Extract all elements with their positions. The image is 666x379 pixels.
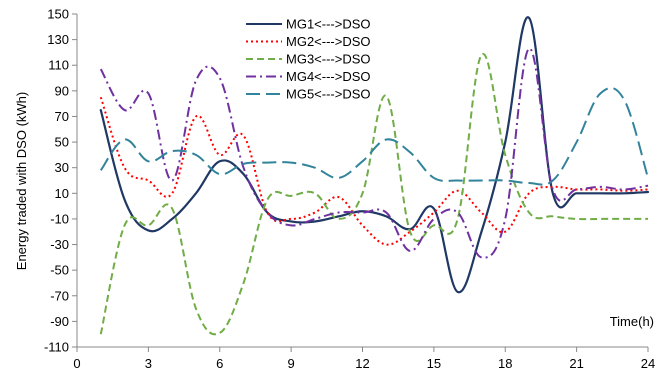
series-layer xyxy=(99,16,650,336)
x-tick-label: 21 xyxy=(569,356,583,371)
x-tick-label: 15 xyxy=(427,356,441,371)
axes xyxy=(72,13,649,352)
x-tick-label: 18 xyxy=(498,356,512,371)
legend-label-mg5: MG5<--->DSO xyxy=(286,87,371,102)
y-tick-label: 70 xyxy=(55,109,69,124)
y-tick-label: -50 xyxy=(50,263,69,278)
x-tick-label: 9 xyxy=(288,356,295,371)
series-line-mg5 xyxy=(99,87,649,186)
y-tick-label: 90 xyxy=(55,83,69,98)
x-tick-label: 6 xyxy=(216,356,223,371)
y-tick-label: 130 xyxy=(47,32,69,47)
y-tick-label: -70 xyxy=(50,288,69,303)
y-tick-label: -10 xyxy=(50,211,69,226)
series-line-mg1 xyxy=(99,16,650,294)
series-line-mg2 xyxy=(99,96,649,246)
y-tick-label: 30 xyxy=(55,160,69,175)
y-tick-label: -30 xyxy=(50,237,69,252)
x-tick-label: 12 xyxy=(355,356,369,371)
x-tick-label: 24 xyxy=(641,356,655,371)
legend-label-mg3: MG3<--->DSO xyxy=(286,52,371,67)
y-tick-label: 150 xyxy=(47,7,69,22)
legend-label-mg4: MG4<--->DSO xyxy=(286,69,371,84)
y-tick-label: -110 xyxy=(44,340,69,355)
x-axis-title: Time(h) xyxy=(610,314,654,329)
y-tick-label: 50 xyxy=(55,135,69,150)
x-tick-label: 3 xyxy=(145,356,152,371)
y-tick-label: 10 xyxy=(55,186,69,201)
y-tick-label: -90 xyxy=(50,314,69,329)
y-axis-title: Energy traded with DSO (kWh) xyxy=(14,92,29,270)
series-line-mg3 xyxy=(99,52,648,336)
x-tick-label: 0 xyxy=(73,356,80,371)
legend: MG1<--->DSO MG2<--->DSO MG3<--->DSO MG4<---… xyxy=(246,17,371,102)
legend-label-mg1: MG1<--->DSO xyxy=(286,17,371,32)
y-tick-label: 110 xyxy=(48,58,69,73)
legend-label-mg2: MG2<--->DSO xyxy=(286,34,371,49)
series-line-mg4 xyxy=(99,47,649,259)
tick-labels: 150 130 110 90 70 50 30 10 -10 -30 -50 -70 -90 -110 0 3… xyxy=(44,7,655,372)
